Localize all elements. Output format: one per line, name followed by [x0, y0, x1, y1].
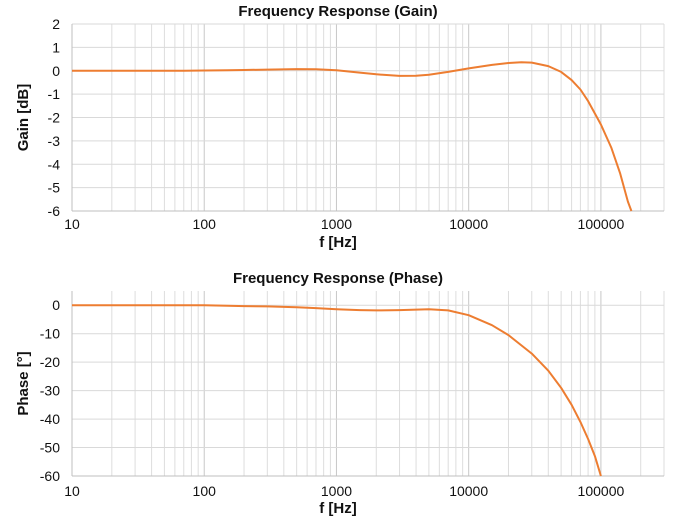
plot-area [72, 291, 664, 476]
x-tick-label: 1000 [321, 216, 352, 232]
x-axis-label: f [Hz] [319, 234, 357, 251]
x-tick-label: 100000 [578, 483, 625, 499]
x-tick-label: 10 [64, 483, 80, 499]
x-tick-label: 10000 [449, 216, 488, 232]
y-tick-label: -2 [48, 110, 61, 126]
y-tick-label: -30 [40, 383, 60, 399]
y-tick-label: 2 [52, 16, 60, 32]
y-tick-label: -1 [48, 86, 61, 102]
y-tick-label: -5 [48, 180, 61, 196]
chart-0: 210-1-2-3-4-5-610 100 1000 10000 100000Frequ… [15, 3, 665, 251]
chart-title: Frequency Response (Gain) [238, 3, 437, 20]
y-tick-label: 1 [52, 39, 60, 55]
y-tick-label: -10 [40, 326, 60, 342]
x-tick-label: 1000 [321, 483, 352, 499]
y-tick-label: 0 [52, 297, 60, 313]
y-tick-label: -20 [40, 354, 60, 370]
chart-title: Frequency Response (Phase) [233, 270, 443, 287]
y-tick-label: -40 [40, 411, 60, 427]
x-tick-label: 10000 [449, 483, 488, 499]
y-tick-label: -4 [48, 156, 61, 172]
series-line-gain [72, 61, 633, 212]
y-tick-label: 0 [52, 63, 60, 79]
y-axis-label: Gain [dB] [15, 84, 32, 152]
y-tick-label: -3 [48, 133, 61, 149]
y-tick-label: -60 [40, 468, 60, 484]
series-line-phase [72, 304, 602, 477]
x-tick-label: 100 [193, 483, 217, 499]
y-axis-label: Phase [°] [15, 351, 32, 415]
x-tick-label: 100 [193, 216, 217, 232]
y-tick-label: -50 [40, 440, 60, 456]
x-tick-label: 10 [64, 216, 80, 232]
y-tick-label: -6 [48, 203, 61, 219]
x-tick-label: 100000 [578, 216, 625, 232]
x-axis-label: f [Hz] [319, 500, 357, 517]
